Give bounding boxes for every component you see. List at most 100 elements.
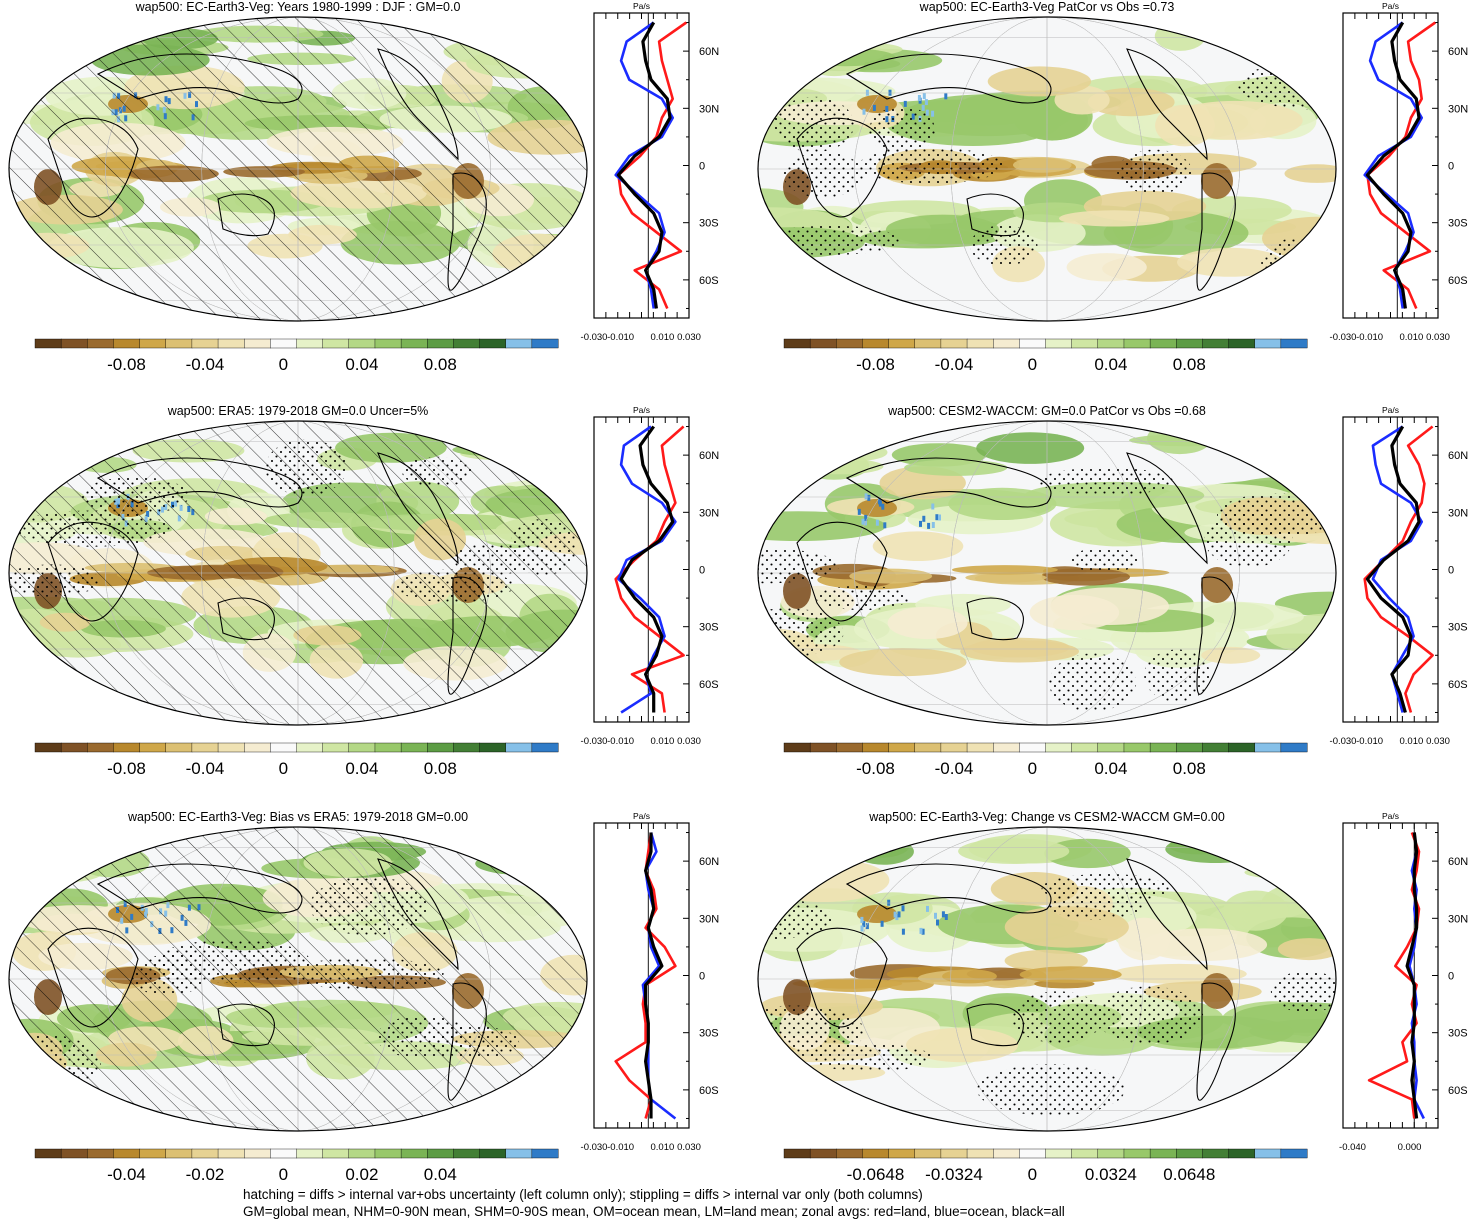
colorbar-swatch: [323, 743, 349, 752]
zonal-lat-label: 60S: [699, 275, 719, 287]
colorbar-swatch: [993, 743, 1019, 752]
colorbar-swatch: [1281, 1149, 1307, 1158]
zonal-lat-label: 0: [699, 161, 705, 173]
colorbar-label: -0.0324: [925, 1165, 983, 1184]
map-field: [677, 17, 1390, 321]
colorbar-swatch: [862, 339, 888, 348]
zonal-lat-label: 30S: [1448, 1028, 1468, 1040]
colorbar-label: 0: [279, 355, 288, 374]
colorbar-swatch: [1255, 339, 1281, 348]
colorbar-swatch: [166, 339, 192, 348]
colorbar-label: -0.08: [856, 355, 895, 374]
colorbar-swatch: [1124, 743, 1150, 752]
zonal-tick-label: -0.010: [607, 332, 634, 343]
colorbar-swatch: [113, 743, 139, 752]
colorbar-swatch: [993, 339, 1019, 348]
colorbar-swatch: [35, 1149, 61, 1158]
colorbar-swatch: [1124, 339, 1150, 348]
zonal-lat-label: 60N: [1448, 46, 1468, 58]
colorbar-swatch: [401, 743, 427, 752]
map-field: [686, 827, 1413, 1131]
colorbar-swatch: [1202, 1149, 1228, 1158]
colorbar-swatch: [427, 1149, 453, 1158]
zonal-unit: Pa/s: [633, 405, 650, 415]
colorbar-label: -0.04: [107, 1165, 146, 1184]
footnote-line-1: hatching = diffs > internal var+obs unce…: [243, 1187, 923, 1202]
colorbar-label: -0.0648: [847, 1165, 905, 1184]
colorbar-swatch: [480, 743, 506, 752]
colorbar-swatch: [297, 1149, 323, 1158]
colorbar-swatch: [810, 1149, 836, 1158]
colorbar-swatch: [506, 339, 532, 348]
colorbar-swatch: [836, 743, 862, 752]
zonal-unit: Pa/s: [1382, 811, 1399, 821]
zonal-tick-label: -0.030: [581, 1142, 608, 1153]
colorbar-swatch: [1202, 743, 1228, 752]
colorbar-swatch: [915, 743, 941, 752]
colorbar-swatch: [270, 743, 296, 752]
zonal-tick-label: 0.030: [1426, 332, 1450, 343]
colorbar-swatch: [784, 743, 810, 752]
zonal-tick-label: -0.030: [581, 736, 608, 747]
zonal-lat-label: 60N: [699, 46, 719, 58]
colorbar-swatch: [836, 339, 862, 348]
colorbar-label: 0.08: [1173, 759, 1206, 778]
colorbar-label: -0.04: [186, 759, 225, 778]
colorbar-swatch: [453, 339, 479, 348]
colorbar-swatch: [862, 1149, 888, 1158]
colorbar-swatch: [1046, 339, 1072, 348]
zonal-lat-label: 60N: [699, 450, 719, 462]
panel-title: wap500: EC-Earth3-Veg PatCor vs Obs =0.7…: [919, 0, 1175, 14]
colorbar-swatch: [1202, 339, 1228, 348]
colorbar-swatch: [941, 1149, 967, 1158]
zonal-lat-label: 60S: [1448, 275, 1468, 287]
colorbar-swatch: [427, 743, 453, 752]
zonal-tick-label: -0.040: [1339, 1142, 1366, 1153]
zonal-lat-label: 0: [699, 971, 705, 983]
panel-p6: wap500: EC-Earth3-Veg: Change vs CESM2-W…: [686, 810, 1468, 1184]
colorbar-swatch: [192, 743, 218, 752]
colorbar-swatch: [375, 1149, 401, 1158]
panel-p1: wap500: EC-Earth3-Veg: Years 1980-1999 :…: [0, 0, 719, 374]
colorbar-label: 0: [1028, 759, 1037, 778]
zonal-tick-label: 0.030: [677, 332, 701, 343]
colorbar-swatch: [87, 743, 113, 752]
panel-title: wap500: EC-Earth3-Veg: Years 1980-1999 :…: [135, 0, 461, 14]
colorbar-swatch: [941, 743, 967, 752]
colorbar-swatch: [1019, 1149, 1045, 1158]
colorbar-swatch: [1281, 339, 1307, 348]
colorbar-swatch: [810, 743, 836, 752]
zonal-lat-label: 60N: [1448, 856, 1468, 868]
colorbar-swatch: [323, 339, 349, 348]
colorbar-swatch: [1255, 1149, 1281, 1158]
zonal-lat-label: 60N: [699, 856, 719, 868]
zonal-unit: Pa/s: [1382, 405, 1399, 415]
colorbar-swatch: [836, 1149, 862, 1158]
colorbar-swatch: [1098, 743, 1124, 752]
zonal-lat-label: 60S: [699, 1085, 719, 1097]
colorbar-swatch: [532, 339, 558, 348]
colorbar-label: 0.0648: [1163, 1165, 1215, 1184]
panel-p2: wap500: EC-Earth3-Veg PatCor vs Obs =0.7…: [677, 0, 1468, 374]
colorbar-swatch: [323, 1149, 349, 1158]
colorbar-swatch: [297, 339, 323, 348]
zonal-tick-label: 0.000: [1398, 1142, 1422, 1153]
zonal-lat-label: 30S: [699, 1028, 719, 1040]
colorbar-swatch: [532, 1149, 558, 1158]
footnote-line-2: GM=global mean, NHM=0-90N mean, SHM=0-90…: [243, 1204, 1065, 1219]
colorbar-swatch: [113, 339, 139, 348]
panel-p3: wap500: ERA5: 1979-2018 GM=0.0 Uncer=5%-…: [0, 404, 719, 778]
colorbar-swatch: [270, 1149, 296, 1158]
zonal-lat-label: 60S: [1448, 679, 1468, 691]
colorbar-swatch: [349, 339, 375, 348]
colorbar-swatch: [1176, 1149, 1202, 1158]
zonal-tick-label: 0.010: [1400, 332, 1424, 343]
panel-title: wap500: CESM2-WACCM: GM=0.0 PatCor vs Ob…: [887, 404, 1206, 418]
colorbar-swatch: [401, 339, 427, 348]
colorbar-swatch: [915, 1149, 941, 1158]
